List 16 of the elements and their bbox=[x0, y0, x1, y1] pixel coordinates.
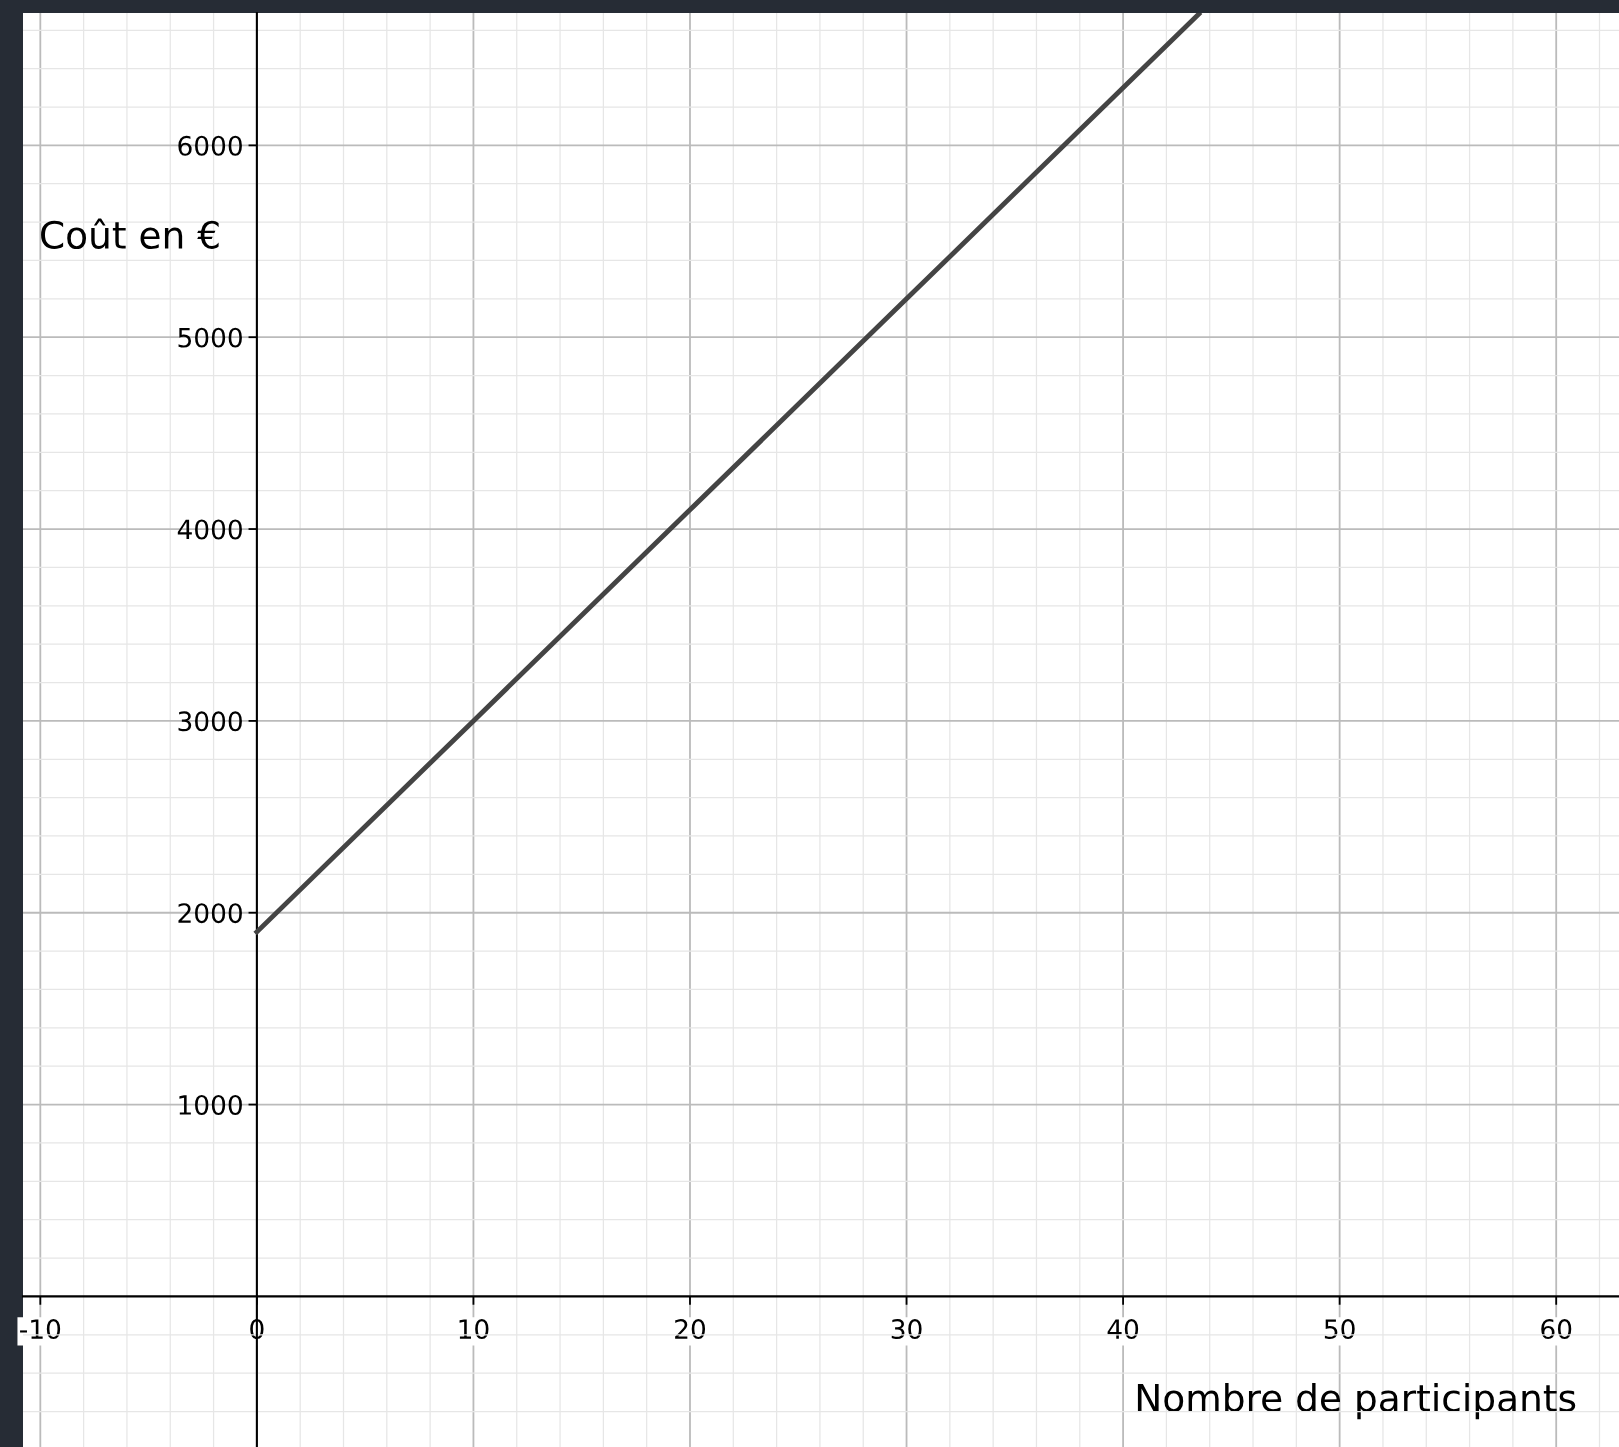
y-tick-label: 6000 bbox=[178, 135, 242, 156]
y-tick-label: 5000 bbox=[178, 327, 242, 348]
line-series bbox=[254, 13, 1202, 935]
x-tick-label: -10 bbox=[20, 1319, 61, 1340]
x-axis-title: Nombre de participants bbox=[1137, 1382, 1576, 1420]
y-axis-title: Coût en € bbox=[41, 218, 219, 250]
x-tick-label: 60 bbox=[1541, 1319, 1572, 1340]
x-tick-label: 10 bbox=[459, 1319, 489, 1340]
y-tick-label: 4000 bbox=[177, 519, 242, 540]
y-tick-label: 1000 bbox=[179, 1095, 242, 1115]
x-tick-label: 20 bbox=[675, 1319, 706, 1340]
x-tick-label: 50 bbox=[1324, 1319, 1355, 1340]
y-tick-label: 3000 bbox=[178, 711, 242, 732]
y-tick-label: 2000 bbox=[178, 903, 242, 924]
x-tick-label: 40 bbox=[1107, 1319, 1139, 1340]
x-tick-label: 30 bbox=[891, 1319, 922, 1340]
